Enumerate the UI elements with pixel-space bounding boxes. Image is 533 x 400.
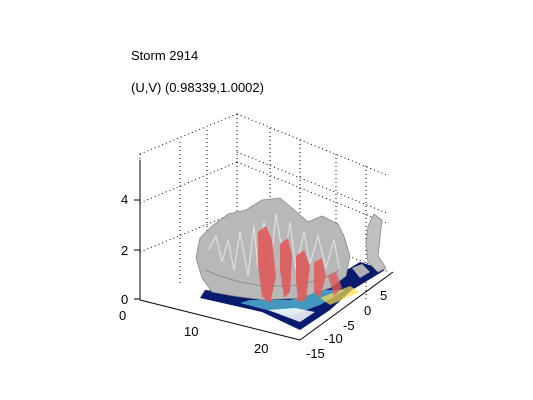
y-tick-label: -10 — [324, 331, 343, 346]
x-tick-labels: 0 10 20 — [119, 308, 268, 356]
x-tick-label: 20 — [254, 341, 268, 356]
x-tick-label: 0 — [119, 308, 126, 323]
z-tick-labels: 4 2 0 — [121, 192, 128, 307]
axes — [139, 160, 394, 341]
y-tick-labels: 5 0 -5 -10 -15 — [306, 288, 387, 361]
z-tick-label: 0 — [121, 292, 128, 307]
storm-core — [258, 226, 342, 304]
y-tick-label: 5 — [380, 288, 387, 303]
x-tick-label: 10 — [184, 324, 198, 339]
z-tick-label: 2 — [121, 243, 128, 258]
z-tick-label: 4 — [121, 192, 128, 207]
chart-subtitle: (U,V) (0.98339,1.0002) — [131, 80, 264, 95]
y-tick-label: -15 — [306, 346, 325, 361]
y-tick-label: 0 — [364, 303, 371, 318]
y-tick-label: -5 — [343, 318, 355, 333]
z-tick-marks — [134, 199, 140, 300]
chart-title: Storm 2914 — [131, 48, 199, 63]
